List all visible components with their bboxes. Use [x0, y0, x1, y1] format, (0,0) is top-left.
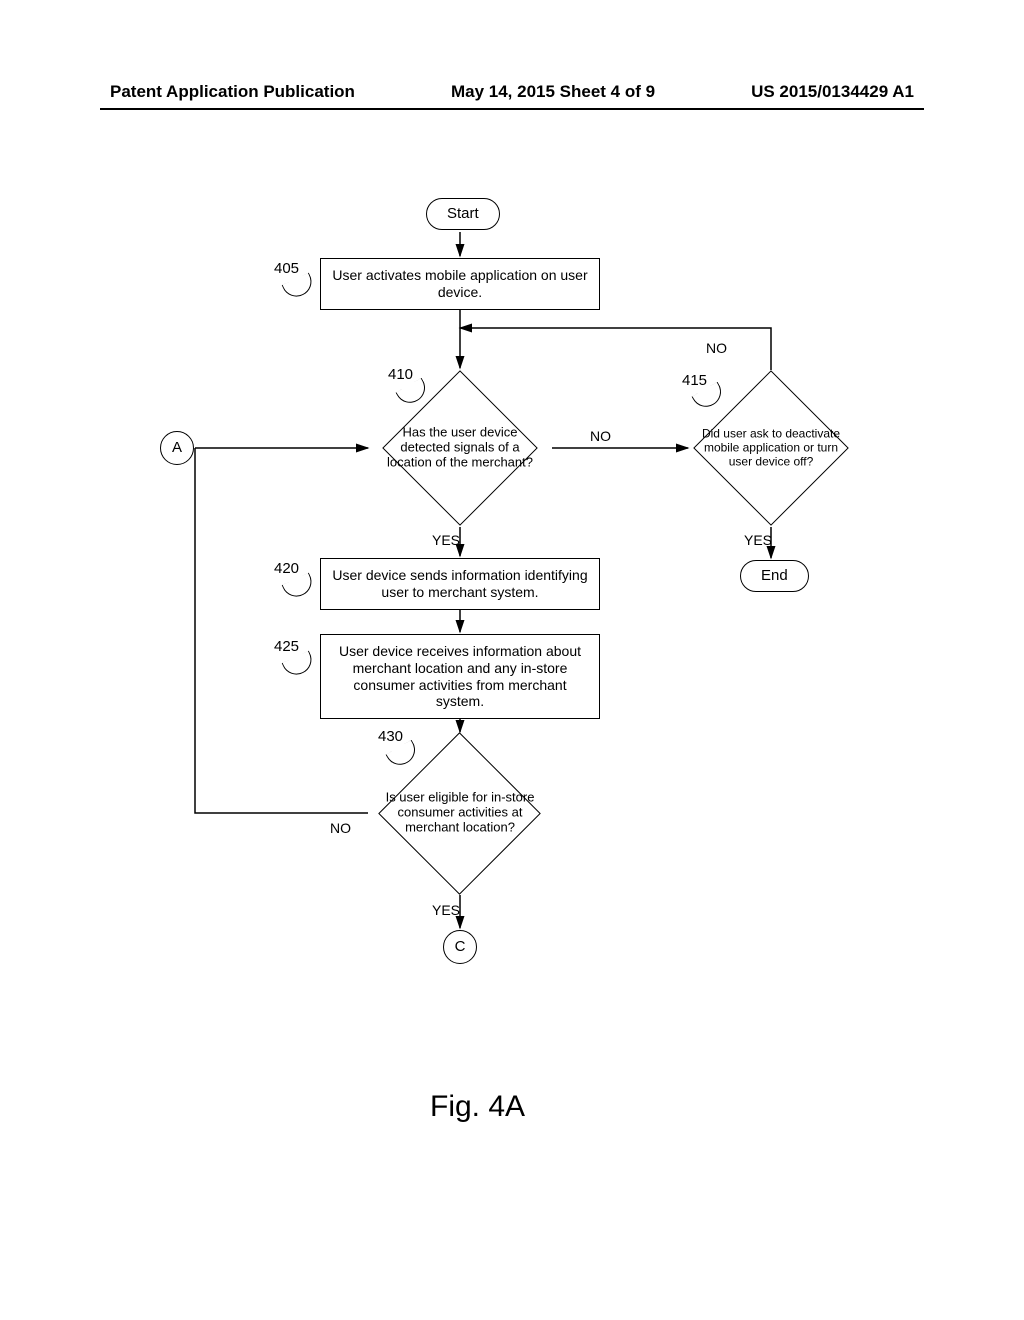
label-430-no: NO [330, 820, 351, 836]
header-left: Patent Application Publication [110, 82, 355, 102]
ref-410: 410 [388, 366, 413, 383]
process-425: User device receives information about m… [320, 634, 600, 719]
decision-415-text: Did user ask to deactivate mobile applic… [699, 427, 844, 468]
connector-c-label: C [455, 938, 466, 956]
ref-405: 405 [274, 260, 299, 277]
ref-430: 430 [378, 728, 403, 745]
label-415-yes: YES [744, 532, 772, 548]
decision-430-text: Is user eligible for in-store consumer a… [385, 791, 535, 836]
page-header: Patent Application Publication May 14, 2… [0, 82, 1024, 102]
connector-a-label: A [172, 439, 182, 457]
label-430-yes: YES [432, 902, 460, 918]
figure-caption: Fig. 4A [430, 1090, 525, 1124]
start-terminator: Start [426, 198, 500, 230]
process-405: User activates mobile application on use… [320, 258, 600, 310]
flow-edges [0, 180, 1024, 1080]
process-425-text: User device receives information about m… [339, 643, 581, 709]
connector-c: C [443, 930, 477, 964]
label-410-yes: YES [432, 532, 460, 548]
ref-425: 425 [274, 638, 299, 655]
label-410-no: NO [590, 428, 611, 444]
ref-415: 415 [682, 372, 707, 389]
process-405-text: User activates mobile application on use… [332, 267, 587, 300]
process-420-text: User device sends information identifyin… [332, 567, 587, 600]
end-label: End [761, 567, 788, 584]
connector-a: A [160, 431, 194, 465]
label-415-no: NO [706, 340, 727, 356]
header-right: US 2015/0134429 A1 [751, 82, 914, 102]
ref-420: 420 [274, 560, 299, 577]
header-center: May 14, 2015 Sheet 4 of 9 [451, 82, 655, 102]
process-420: User device sends information identifyin… [320, 558, 600, 610]
header-rule [100, 108, 924, 110]
start-label: Start [447, 205, 479, 222]
decision-410-text: Has the user device detected signals of … [385, 426, 535, 471]
end-terminator: End [740, 560, 809, 592]
